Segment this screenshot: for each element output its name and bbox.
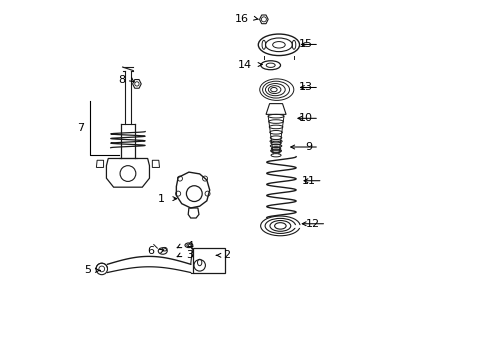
Text: 16: 16 [235,14,249,24]
Text: 12: 12 [305,219,319,229]
Text: 3: 3 [186,250,193,260]
Text: 2: 2 [223,250,230,260]
Text: 15: 15 [298,40,312,49]
Text: 7: 7 [77,123,83,133]
Text: 13: 13 [298,82,312,93]
Text: 14: 14 [237,59,251,69]
Text: 10: 10 [298,113,312,123]
Text: 9: 9 [305,142,312,152]
Text: 1: 1 [158,194,164,204]
Text: 4: 4 [186,241,193,251]
Text: 6: 6 [147,246,154,256]
Bar [192,248,224,273]
Text: 8: 8 [118,75,125,85]
Text: 11: 11 [302,176,316,186]
Text: 5: 5 [84,265,91,275]
